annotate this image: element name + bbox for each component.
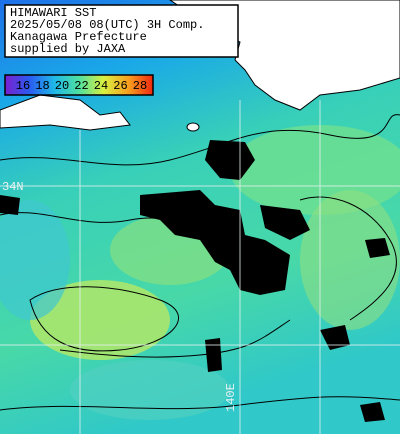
isotherms <box>0 114 400 411</box>
colorbar <box>4 74 154 96</box>
graticule <box>0 100 400 434</box>
cloud-mask <box>0 140 390 422</box>
latitude-label: 34N <box>2 180 24 194</box>
colorbar-label: 16 <box>16 79 30 93</box>
header-line: supplied by JAXA <box>10 42 126 56</box>
colorbar-label: 22 <box>74 79 88 93</box>
island <box>186 122 200 132</box>
colorbar-label: 24 <box>94 79 108 93</box>
colorbar-label: 20 <box>55 79 69 93</box>
colorbar-label: 28 <box>133 79 147 93</box>
colorbar-label: 26 <box>113 79 127 93</box>
header-line: Kanagawa Prefecture <box>10 30 147 44</box>
land <box>0 94 131 131</box>
longitude-label: 140E <box>224 383 238 412</box>
header-line: HIMAWARI SST <box>10 6 96 20</box>
header-line: 2025/05/08 08(UTC) 3H Comp. <box>10 18 204 32</box>
colorbar-labels: 16 18 20 22 24 26 28 <box>16 79 147 93</box>
colorbar-label: 18 <box>35 79 49 93</box>
header-box <box>4 4 239 58</box>
